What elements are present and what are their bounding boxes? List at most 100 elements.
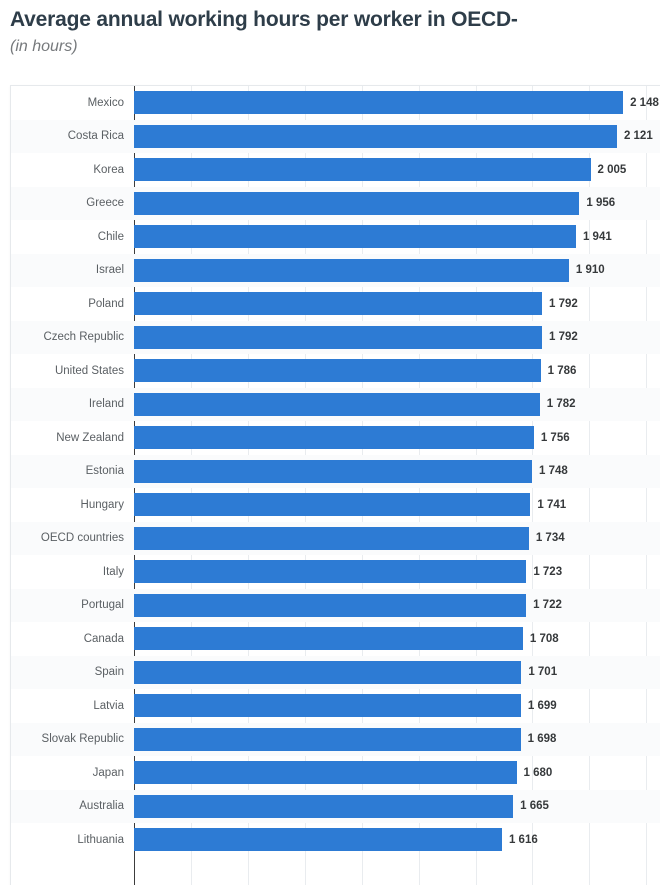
category-label: Spain — [94, 666, 124, 679]
category-label: Mexico — [87, 96, 124, 109]
category-label: Portugal — [81, 599, 124, 612]
bar-value-label: 1 782 — [546, 398, 576, 411]
chart-row[interactable]: Ireland 1 782 — [11, 387, 660, 422]
chart-row[interactable]: Hungary 1 741 — [11, 488, 660, 522]
chart-row[interactable]: Greece 1 956 — [11, 186, 660, 221]
bar-area: 1 665 — [134, 790, 660, 824]
bar[interactable] — [134, 727, 521, 751]
chart-row[interactable]: OECD countries 1 734 — [11, 521, 660, 556]
chart-row[interactable]: Chile 1 941 — [11, 220, 660, 254]
bar[interactable] — [134, 158, 591, 182]
bar[interactable] — [134, 627, 523, 651]
bar-value-label: 1 956 — [586, 197, 616, 210]
bar[interactable] — [134, 526, 529, 550]
chart-rows: Mexico 2 148 Costa Rica 2 121 Korea 2 005 Gree… — [11, 86, 660, 857]
bar[interactable] — [134, 392, 540, 416]
bar-value-label: 1 941 — [582, 230, 612, 243]
bar[interactable] — [134, 292, 543, 316]
bar[interactable] — [134, 91, 624, 115]
bar-area: 1 698 — [134, 723, 660, 757]
bar-area: 1 792 — [134, 321, 660, 355]
bar-area: 2 005 — [134, 153, 660, 187]
chart-row[interactable]: Korea 2 005 — [11, 153, 660, 187]
category-label: Slovak Republic — [41, 733, 124, 746]
bar[interactable] — [134, 828, 502, 852]
chart-row[interactable]: Portugal 1 722 — [11, 588, 660, 623]
bar-value-label: 1 741 — [537, 498, 567, 511]
category-label: Ireland — [88, 398, 124, 411]
bar[interactable] — [134, 124, 617, 148]
bar-area: 1 680 — [134, 756, 660, 790]
bar[interactable] — [134, 794, 514, 818]
bar-area: 1 786 — [134, 354, 660, 388]
bar-area: 1 910 — [134, 254, 660, 288]
bar-value-label: 1 616 — [508, 833, 538, 846]
bar[interactable] — [134, 426, 534, 450]
category-label: Lithuania — [77, 833, 124, 846]
bar[interactable] — [134, 191, 580, 215]
bar[interactable] — [134, 225, 576, 249]
bar-area: 2 121 — [134, 120, 660, 154]
category-label: United States — [54, 364, 124, 377]
category-label: Latvia — [93, 699, 124, 712]
bar[interactable] — [134, 761, 517, 785]
category-label: New Zealand — [56, 431, 124, 444]
bar-chart-plot: Mexico 2 148 Costa Rica 2 121 Korea 2 005 Gree… — [11, 86, 660, 885]
bar[interactable] — [134, 660, 522, 684]
chart-card: Mexico 2 148 Costa Rica 2 121 Korea 2 005 Gree… — [10, 85, 660, 885]
bar[interactable] — [134, 258, 569, 282]
bar-value-label: 1 699 — [527, 699, 557, 712]
bar-area: 1 616 — [134, 823, 660, 857]
chart-row[interactable]: Japan 1 680 — [11, 756, 660, 790]
chart-row[interactable]: Lithuania 1 616 — [11, 823, 660, 857]
bar-value-label: 1 722 — [533, 599, 562, 612]
bar-area: 1 741 — [134, 488, 660, 522]
category-label: Canada — [83, 632, 124, 645]
category-label: Italy — [102, 565, 124, 578]
bar[interactable] — [134, 694, 521, 718]
chart-row[interactable]: Italy 1 723 — [11, 555, 660, 589]
bar-value-label: 1 708 — [529, 632, 559, 645]
category-label: Czech Republic — [43, 331, 124, 344]
category-label: Estonia — [85, 465, 124, 478]
bar-area: 1 723 — [134, 555, 660, 589]
chart-row[interactable]: Estonia 1 748 — [11, 454, 660, 489]
chart-row[interactable]: Canada 1 708 — [11, 622, 660, 656]
bar[interactable] — [134, 593, 527, 617]
bar-area: 2 148 — [134, 86, 660, 120]
bar-value-label: 1 910 — [575, 264, 605, 277]
category-label: Korea — [93, 163, 124, 176]
bar-area: 1 792 — [134, 287, 660, 321]
bar-value-label: 2 121 — [623, 130, 653, 143]
category-label: Japan — [92, 766, 124, 779]
chart-row[interactable]: Latvia 1 699 — [11, 689, 660, 723]
bar-value-label: 1 734 — [535, 532, 565, 545]
bar-value-label: 1 792 — [549, 331, 578, 344]
chart-row[interactable]: United States 1 786 — [11, 354, 660, 388]
chart-row[interactable]: Slovak Republic 1 698 — [11, 722, 660, 757]
bar-value-label: 1 680 — [523, 766, 553, 779]
chart-row[interactable]: Mexico 2 148 — [11, 86, 660, 120]
chart-row[interactable]: New Zealand 1 756 — [11, 421, 660, 455]
bar[interactable] — [134, 560, 527, 584]
chart-row[interactable]: Spain 1 701 — [11, 655, 660, 690]
category-label: Poland — [88, 297, 124, 310]
bar[interactable] — [134, 459, 533, 483]
bar-area: 1 941 — [134, 220, 660, 254]
chart-row[interactable]: Czech Republic 1 792 — [11, 320, 660, 355]
bar[interactable] — [134, 359, 541, 383]
bar-value-label: 1 698 — [527, 733, 557, 746]
bar-value-label: 1 756 — [540, 431, 570, 444]
category-label: Costa Rica — [67, 130, 124, 143]
bar-value-label: 2 148 — [630, 96, 659, 109]
bar-area: 1 756 — [134, 421, 660, 455]
bar-value-label: 1 786 — [547, 364, 577, 377]
chart-row[interactable]: Australia 1 665 — [11, 789, 660, 824]
chart-row[interactable]: Poland 1 792 — [11, 287, 660, 321]
bar[interactable] — [134, 325, 543, 349]
bar[interactable] — [134, 493, 531, 517]
chart-row[interactable]: Israel 1 910 — [11, 253, 660, 288]
bar-area: 1 701 — [134, 656, 660, 690]
chart-row[interactable]: Costa Rica 2 121 — [11, 119, 660, 154]
